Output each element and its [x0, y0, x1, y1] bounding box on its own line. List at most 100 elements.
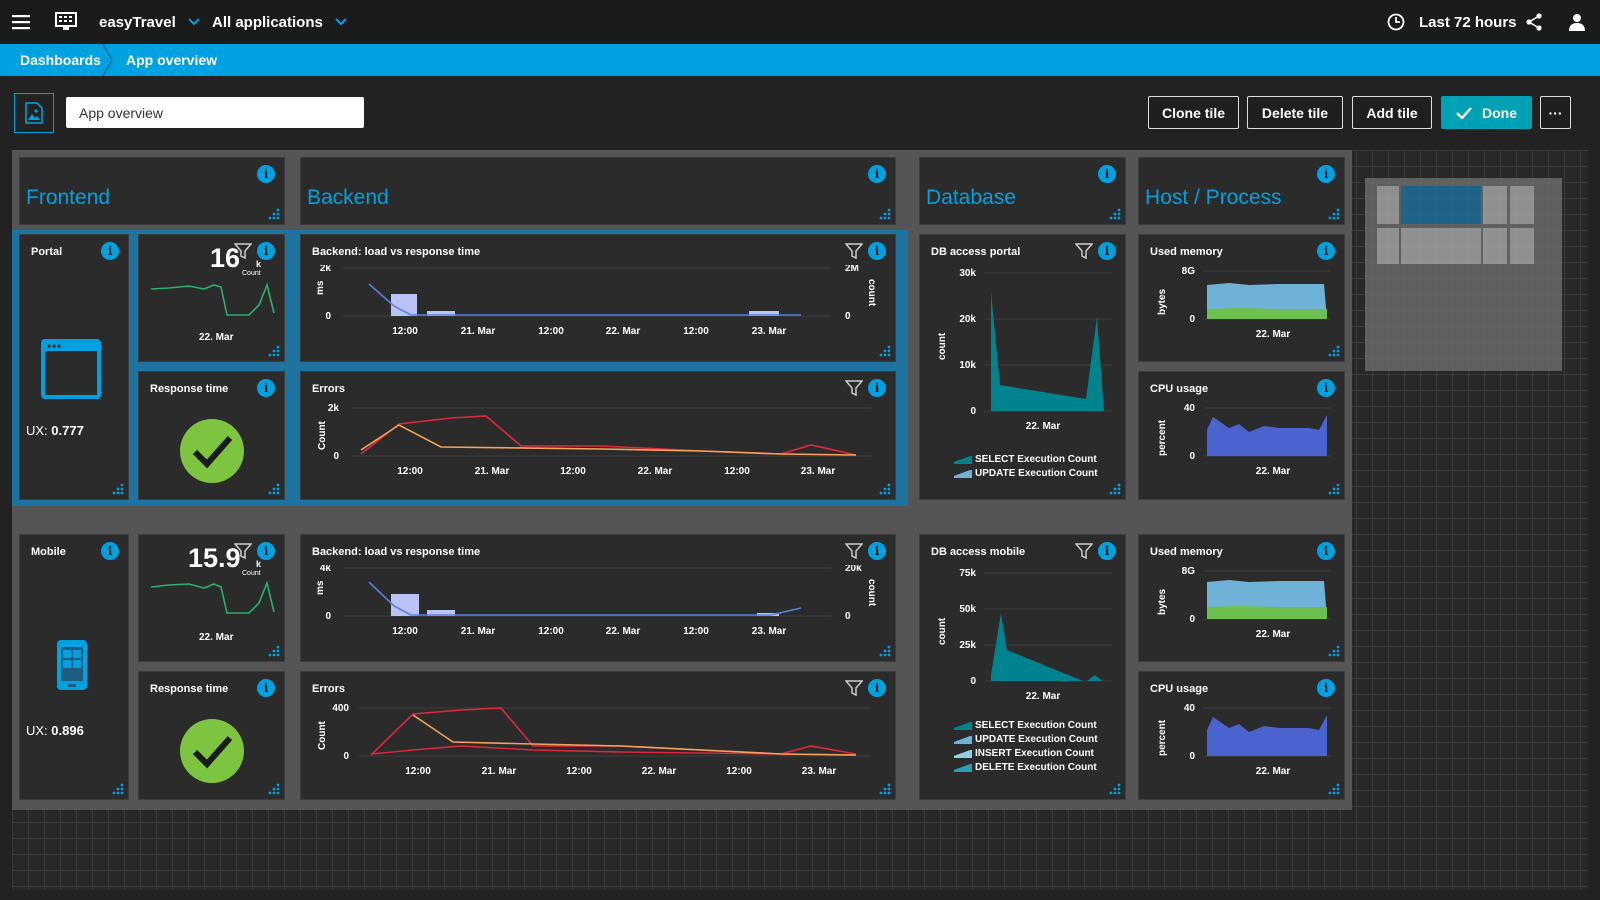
info-icon[interactable]: i: [101, 242, 119, 260]
resize-handle-icon[interactable]: [1109, 483, 1121, 495]
info-icon[interactable]: i: [257, 679, 275, 697]
resize-handle-icon[interactable]: [112, 783, 124, 795]
x-tick: 12:00: [397, 466, 423, 477]
backend-load-response-tile-mobile[interactable]: Backend: load vs response time i 4k 0 20…: [300, 534, 896, 662]
backend-load-response-tile-portal[interactable]: Backend: load vs response time i 2k 0 2M…: [300, 234, 896, 362]
used-memory-tile-portal[interactable]: Used memory i 8G 0 bytes 22. Mar: [1138, 234, 1345, 362]
backend-chart: 2k 0 2M 0 ms count 12:00 21. Mar 12:00 2…: [315, 265, 877, 337]
legend-item[interactable]: SELECT Execution Count: [954, 719, 1098, 733]
load-tile-portal[interactable]: 16 k Count i 22. Mar: [138, 234, 285, 362]
application-filter[interactable]: All applications: [212, 0, 347, 44]
info-icon[interactable]: i: [868, 542, 886, 560]
legend-item[interactable]: SELECT Execution Count: [954, 453, 1098, 467]
resize-handle-icon[interactable]: [879, 483, 891, 495]
info-icon[interactable]: i: [868, 379, 886, 397]
resize-handle-icon[interactable]: [1328, 345, 1340, 357]
resize-handle-icon[interactable]: [1109, 208, 1121, 220]
info-icon[interactable]: i: [868, 165, 886, 183]
user-icon[interactable]: [1568, 0, 1586, 44]
resize-handle-icon[interactable]: [879, 645, 891, 657]
resize-handle-icon[interactable]: [1109, 783, 1121, 795]
info-icon[interactable]: i: [257, 165, 275, 183]
info-icon[interactable]: i: [101, 542, 119, 560]
filter-icon[interactable]: [1075, 242, 1093, 260]
menu-icon[interactable]: [12, 0, 32, 44]
breadcrumb-app-overview[interactable]: App overview: [126, 52, 218, 68]
resize-handle-icon[interactable]: [268, 345, 280, 357]
legend-item[interactable]: INSERT Execution Count: [954, 747, 1098, 761]
info-icon[interactable]: i: [1098, 165, 1116, 183]
browser-window-icon: [41, 339, 101, 399]
info-icon[interactable]: i: [1098, 542, 1116, 560]
load-tile-mobile[interactable]: 15.9 k Count i 22. Mar: [138, 534, 285, 662]
errors-tile-portal[interactable]: Errors i 2k 0 Count 12:00 21. Mar 12:00 …: [300, 371, 896, 500]
monitor-icon[interactable]: [55, 0, 77, 44]
resize-handle-icon[interactable]: [268, 208, 280, 220]
app-selector[interactable]: easyTravel: [99, 0, 200, 44]
share-icon[interactable]: [1525, 0, 1543, 44]
db-access-tile-mobile[interactable]: DB access mobile i 75k 50k 25k 0 count 2…: [919, 534, 1126, 800]
db-access-tile-portal[interactable]: DB access portal i 30k 20k 10k 0 count 2…: [919, 234, 1126, 500]
dashboard-minimap[interactable]: [1365, 178, 1562, 371]
dashboard-name-input[interactable]: [66, 97, 364, 128]
tile-title: CPU usage: [1150, 683, 1209, 695]
y-axis-label: count: [937, 332, 948, 360]
clone-tile-button[interactable]: Clone tile: [1148, 96, 1239, 129]
response-time-tile-portal[interactable]: Response time i: [138, 371, 285, 500]
info-icon[interactable]: i: [1317, 542, 1335, 560]
delete-tile-button[interactable]: Delete tile: [1247, 96, 1343, 129]
filter-icon[interactable]: [845, 379, 863, 397]
header-tile-frontend[interactable]: Frontend i: [19, 157, 285, 225]
header-tile-backend[interactable]: Backend i: [300, 157, 896, 225]
info-icon[interactable]: i: [257, 242, 275, 260]
add-tile-button[interactable]: Add tile: [1352, 96, 1432, 129]
resize-handle-icon[interactable]: [112, 483, 124, 495]
resize-handle-icon[interactable]: [879, 783, 891, 795]
image-icon[interactable]: [14, 93, 54, 133]
y-axis-label: bytes: [1157, 288, 1168, 315]
errors-tile-mobile[interactable]: Errors i 400 0 Count 12:00 21. Mar 12:00…: [300, 671, 896, 800]
info-icon[interactable]: i: [1098, 242, 1116, 260]
info-icon[interactable]: i: [1317, 165, 1335, 183]
resize-handle-icon[interactable]: [1328, 783, 1340, 795]
filter-icon[interactable]: [845, 242, 863, 260]
info-icon[interactable]: i: [257, 379, 275, 397]
filter-icon[interactable]: [234, 542, 252, 560]
resize-handle-icon[interactable]: [879, 208, 891, 220]
info-icon[interactable]: i: [1317, 242, 1335, 260]
application-tile-mobile[interactable]: Mobile i UX: 0.896: [19, 534, 129, 800]
info-icon[interactable]: i: [868, 242, 886, 260]
resize-handle-icon[interactable]: [268, 483, 280, 495]
info-icon[interactable]: i: [868, 679, 886, 697]
info-icon[interactable]: i: [1317, 679, 1335, 697]
filter-icon[interactable]: [1075, 542, 1093, 560]
header-tile-host-process[interactable]: Host / Process i: [1138, 157, 1345, 225]
info-icon[interactable]: i: [257, 542, 275, 560]
timeframe-selector[interactable]: Last 72 hours: [1387, 0, 1517, 44]
db-chart: 75k 50k 25k 0 count 22. Mar: [937, 568, 1112, 702]
filter-icon[interactable]: [845, 542, 863, 560]
filter-icon[interactable]: [234, 242, 252, 260]
response-time-tile-mobile[interactable]: Response time i: [138, 671, 285, 800]
more-options-button[interactable]: ···: [1540, 96, 1571, 129]
resize-handle-icon[interactable]: [879, 345, 891, 357]
application-tile-portal[interactable]: Portal i UX: 0.777: [19, 234, 129, 500]
cpu-usage-tile-portal[interactable]: CPU usage i 40 0 percent 22. Mar: [1138, 371, 1345, 500]
resize-handle-icon[interactable]: [1328, 483, 1340, 495]
used-memory-tile-mobile[interactable]: Used memory i 8G 0 bytes 22. Mar: [1138, 534, 1345, 662]
header-tile-database[interactable]: Database i: [919, 157, 1126, 225]
resize-handle-icon[interactable]: [1328, 208, 1340, 220]
resize-handle-icon[interactable]: [268, 783, 280, 795]
y-axis-label: Count: [317, 420, 328, 450]
breadcrumb-dashboards[interactable]: Dashboards: [20, 52, 101, 68]
legend-item[interactable]: UPDATE Execution Count: [954, 733, 1098, 747]
legend-item[interactable]: UPDATE Execution Count: [954, 467, 1098, 481]
legend-item[interactable]: DELETE Execution Count: [954, 761, 1098, 775]
filter-icon[interactable]: [845, 679, 863, 697]
info-icon[interactable]: i: [1317, 379, 1335, 397]
y-tick: 8G: [1182, 266, 1196, 277]
done-button[interactable]: Done: [1441, 96, 1532, 129]
cpu-usage-tile-mobile[interactable]: CPU usage i 40 0 percent 22. Mar: [1138, 671, 1345, 800]
resize-handle-icon[interactable]: [268, 645, 280, 657]
resize-handle-icon[interactable]: [1328, 645, 1340, 657]
